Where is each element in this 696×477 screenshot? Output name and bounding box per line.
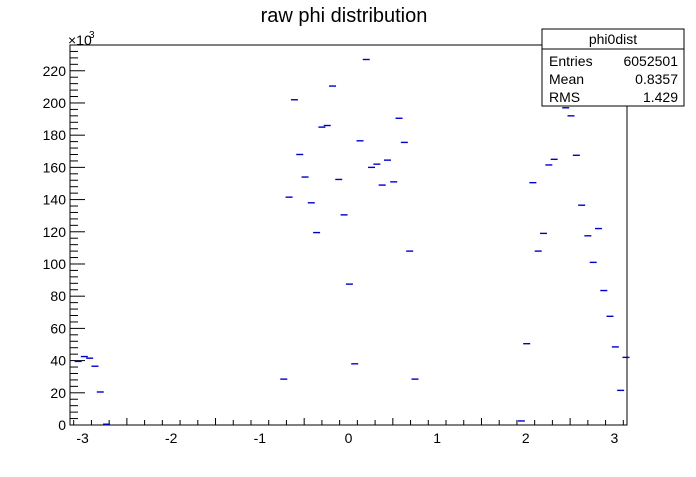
- y-tick-label: 200: [43, 95, 67, 111]
- y-tick-label: 80: [50, 288, 66, 304]
- data-markers: [74, 58, 630, 425]
- stats-box-name: phi0dist: [589, 31, 637, 47]
- x-tick-label: -1: [254, 430, 267, 446]
- y-exponent-power: 3: [89, 30, 95, 41]
- y-exponent-base: ×10: [68, 32, 92, 48]
- stats-label-mean: Mean: [549, 71, 584, 87]
- x-axis: -3 -2 -1 0 1 2 3: [73, 418, 624, 446]
- x-tick-label: 0: [345, 430, 353, 446]
- y-tick-label: 220: [43, 63, 67, 79]
- chart-title: raw phi distribution: [261, 5, 428, 27]
- stats-label-rms: RMS: [549, 89, 580, 105]
- y-tick-label: 100: [43, 256, 67, 272]
- x-tick-label: 1: [433, 430, 441, 446]
- x-tick-label: 3: [611, 430, 619, 446]
- y-tick-label: 160: [43, 159, 67, 175]
- y-tick-label: 140: [43, 192, 67, 208]
- y-tick-label: 20: [50, 385, 66, 401]
- stats-value-mean: 0.8357: [635, 71, 678, 87]
- y-tick-label: 40: [50, 353, 66, 369]
- stats-value-rms: 1.429: [643, 89, 678, 105]
- stats-box: phi0dist Entries 6052501 Mean 0.8357 RMS…: [541, 28, 685, 107]
- y-tick-label: 60: [50, 320, 66, 336]
- y-tick-label: 0: [58, 417, 66, 433]
- stats-box-frame: [541, 28, 685, 107]
- x-tick-label: -2: [165, 430, 178, 446]
- y-tick-label: 180: [43, 127, 67, 143]
- x-tick-label: 2: [522, 430, 530, 446]
- stats-value-entries: 6052501: [623, 53, 678, 69]
- plot-frame: [69, 44, 628, 426]
- y-axis: 0 20 40 60 80 100 120 140 160 180 200 220: [43, 44, 85, 433]
- stats-label-entries: Entries: [549, 53, 593, 69]
- y-exponent-label: ×10 3: [68, 30, 95, 48]
- x-tick-label: -3: [76, 430, 89, 446]
- y-tick-label: 120: [43, 224, 67, 240]
